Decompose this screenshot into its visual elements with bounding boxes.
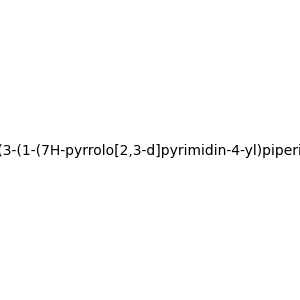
Text: N-(3-(1-(7H-pyrrolo[2,3-d]pyrimidin-4-yl)piperidin: N-(3-(1-(7H-pyrrolo[2,3-d]pyrimidin-4-yl… xyxy=(0,145,300,158)
